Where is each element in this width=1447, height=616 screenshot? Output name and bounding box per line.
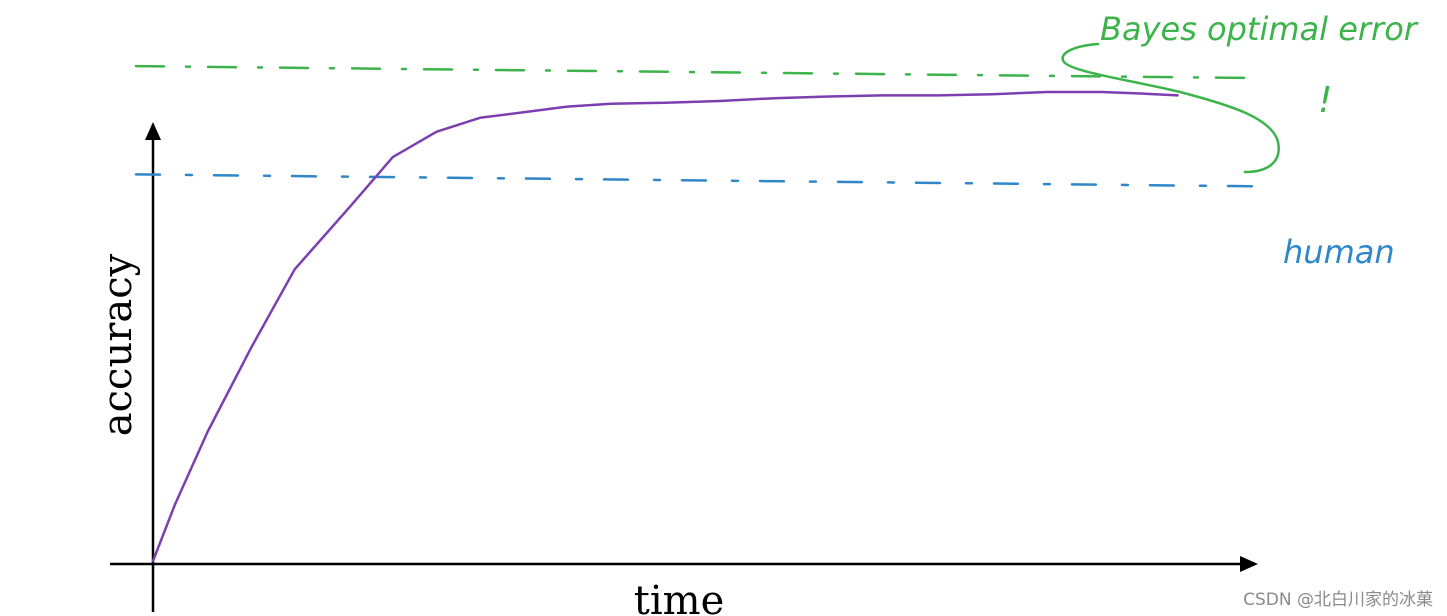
reference-line-human — [134, 173, 1264, 188]
x-axis-label: time — [634, 578, 724, 616]
watermark: CSDN @北白川家的冰菓 — [1243, 590, 1433, 610]
bayes-optimal-error-label: Bayes optimal error — [1100, 10, 1419, 48]
reference-line-bayes-optimal-error — [134, 64, 1264, 80]
y-axis-label: accuracy — [95, 253, 141, 436]
exclamation-mark: ! — [1318, 80, 1332, 121]
reference-lines — [134, 64, 1264, 188]
series-layer — [151, 90, 1179, 563]
x-axis-arrow — [1240, 556, 1258, 572]
axes — [110, 122, 1258, 612]
bayes-bracket — [1061, 42, 1280, 174]
y-axis-arrow — [145, 122, 161, 140]
series-line-0 — [151, 90, 1179, 563]
human-label: human — [1283, 233, 1395, 271]
